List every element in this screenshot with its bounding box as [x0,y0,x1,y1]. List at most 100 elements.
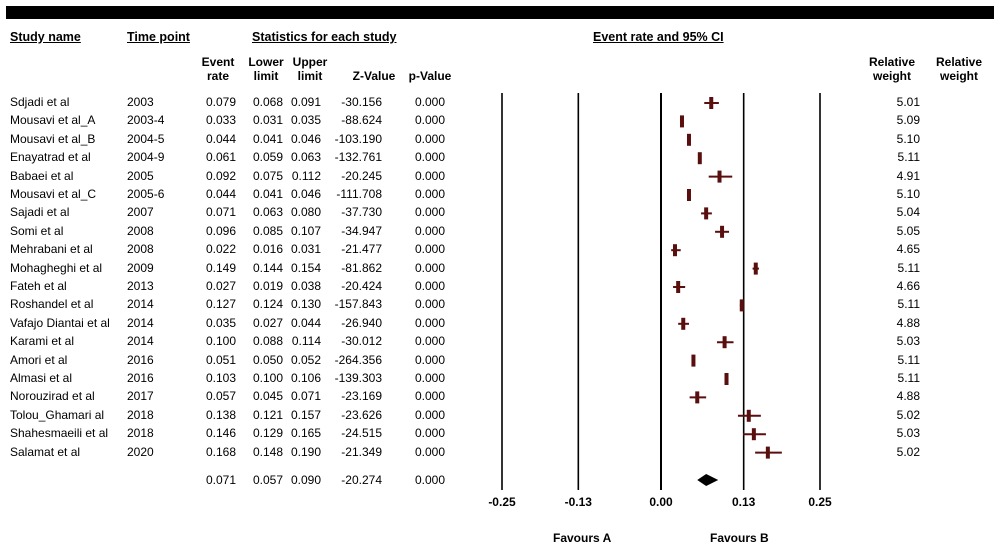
table-row: Shahesmaeili et al 2018 0.146 0.129 0.165 -24… [0,425,1000,443]
upper-limit-cell: 0.071 [290,389,321,404]
point-marker [686,189,691,201]
upper-limit-cell: 0.112 [291,168,321,183]
study-name-cell: Amori et al [10,352,68,367]
table-row: Mehrabani et al 2008 0.022 0.016 0.031 -21.47… [0,241,1000,259]
time-point-cell: 2008 [127,242,154,257]
lower-limit-cell: 0.016 [252,242,283,257]
study-name-cell: Shahesmaeili et al [10,426,109,441]
time-point-cell: 2007 [127,205,154,220]
z-value-cell: -26.940 [341,315,382,330]
z-value-cell: -264.356 [334,352,382,367]
x-tick-label: -0.25 [488,495,516,509]
z-value-cell: -30.156 [341,95,382,109]
subheader-relative-weight-2: Relative weight [935,55,983,83]
event-rate-cell: 0.033 [205,113,236,128]
z-value-cell: -139.303 [334,371,382,385]
study-name-cell: Norouzirad et al [10,389,95,404]
p-value-cell: 0.000 [414,150,445,165]
upper-limit-cell: 0.063 [290,150,321,165]
subheader-z-value: Z-Value [352,69,396,83]
event-rate-cell: 0.168 [205,444,236,459]
x-tick-label: 0.00 [649,495,673,509]
study-name-cell: Enayatrad et al [10,150,91,165]
summary-lower-limit: 0.057 [252,473,283,487]
upper-limit-cell: 0.052 [290,352,321,367]
point-marker [765,446,770,459]
lower-limit-cell: 0.059 [252,150,283,165]
summary-p-value: 0.000 [414,473,445,487]
upper-limit-cell: 0.046 [290,187,321,201]
study-name-cell: Mohagheghi et al [10,260,103,275]
event-rate-cell: 0.079 [205,95,236,109]
point-marker [695,391,700,404]
point-marker [704,207,709,220]
lower-limit-cell: 0.050 [252,352,283,367]
upper-limit-cell: 0.080 [290,205,321,220]
study-name-cell: Sajadi et al [10,205,70,220]
relative-weight-cell: 5.04 [896,205,920,220]
relative-weight-cell: 5.11 [897,297,920,312]
z-value-cell: -20.245 [341,168,382,183]
time-point-cell: 2014 [127,334,154,349]
study-name-cell: Mousavi et al_C [10,187,97,201]
point-marker [679,115,684,128]
time-point-cell: 2005 [127,168,154,183]
study-name-cell: Sdjadi et al [10,95,70,109]
header-event-rate-ci: Event rate and 95% CI [593,30,724,44]
table-row: Fateh et al 2013 0.027 0.019 0.038 -20.424 0.0… [0,278,1000,296]
upper-limit-cell: 0.157 [290,407,321,422]
event-rate-cell: 0.146 [205,426,236,441]
p-value-cell: 0.000 [414,205,445,220]
lower-limit-cell: 0.100 [252,371,283,385]
p-value-cell: 0.000 [414,260,445,275]
point-marker [697,152,702,165]
p-value-cell: 0.000 [414,131,445,146]
relative-weight-cell: 5.05 [896,223,920,238]
relative-weight-cell: 5.03 [896,426,920,441]
relative-weight-cell: 5.11 [897,260,920,275]
point-marker [686,133,691,146]
favours-a-label: Favours A [553,531,612,545]
time-point-cell: 2020 [127,444,154,459]
lower-limit-cell: 0.124 [252,297,283,312]
event-rate-cell: 0.100 [205,334,236,349]
lower-limit-cell: 0.121 [252,407,283,422]
p-value-cell: 0.000 [414,279,445,293]
x-tick-label: 0.13 [732,495,756,509]
p-value-cell: 0.000 [414,187,445,201]
event-rate-cell: 0.061 [205,150,236,165]
header-time-point: Time point [127,30,190,44]
study-name-cell: Babaei et al [10,168,74,183]
relative-weight-cell: 4.66 [896,279,920,293]
lower-limit-cell: 0.075 [252,168,283,183]
time-point-cell: 2005-6 [127,187,165,201]
time-point-cell: 2014 [127,297,154,312]
upper-limit-cell: 0.031 [290,242,321,257]
z-value-cell: -21.477 [341,242,382,257]
time-point-cell: 2018 [127,426,154,441]
z-value-cell: -81.862 [341,260,382,275]
study-name-cell: Tolou_Ghamari al [10,407,105,422]
upper-limit-cell: 0.190 [290,444,321,459]
event-rate-cell: 0.044 [205,187,236,201]
subheader-p-value: p-Value [408,69,452,83]
p-value-cell: 0.000 [414,444,445,459]
table-row: Enayatrad et al 2004-9 0.061 0.059 0.063 -132… [0,149,1000,167]
upper-limit-cell: 0.130 [290,297,321,312]
relative-weight-cell: 4.91 [896,168,920,183]
p-value-cell: 0.000 [414,168,445,183]
upper-limit-cell: 0.114 [291,334,321,349]
p-value-cell: 0.000 [414,242,445,257]
study-name-cell: Mousavi et al_A [10,113,96,128]
p-value-cell: 0.000 [414,371,445,385]
subheader-lower-limit: Lower limit [248,55,284,83]
x-tick-label: -0.13 [565,495,593,509]
time-point-cell: 2013 [127,279,154,293]
table-row: Babaei et al 2005 0.092 0.075 0.112 -20.245 0.… [0,168,1000,186]
event-rate-cell: 0.149 [205,260,236,275]
relative-weight-cell: 4.88 [896,389,920,404]
subheader-relative-weight: Relative weight [868,55,916,83]
point-marker [691,354,696,367]
table-row: Amori et al 2016 0.051 0.050 0.052 -264.356 0.… [0,352,1000,370]
subheader-event-rate: Event rate [201,55,235,83]
